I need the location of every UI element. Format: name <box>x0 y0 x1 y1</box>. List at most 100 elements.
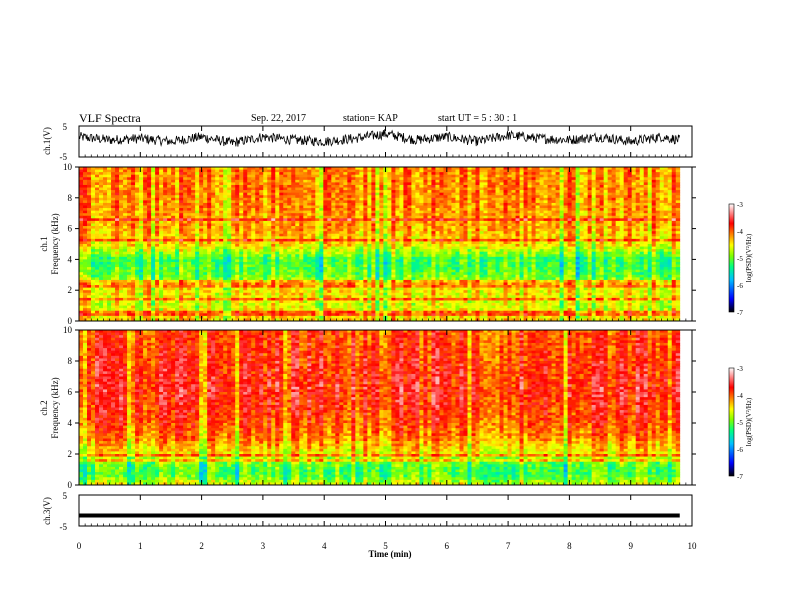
spectrogram-cell <box>471 244 476 247</box>
spectrogram-cell <box>151 223 156 227</box>
spectrogram-cell <box>347 220 352 224</box>
spectrogram-cell <box>191 251 196 255</box>
spectrogram-cell <box>211 244 216 247</box>
spectrogram-cell <box>327 236 332 240</box>
spectrogram-cell <box>643 200 649 204</box>
spectrogram-cell <box>211 249 216 253</box>
spectrogram-cell <box>647 226 653 229</box>
spectrogram-cell <box>571 236 577 240</box>
spectrogram-cell <box>287 172 292 176</box>
spectrogram-cell <box>451 249 456 253</box>
spectrogram-cell <box>91 238 96 242</box>
spectrogram-cell <box>671 226 677 229</box>
spectrogram-cell <box>595 218 601 222</box>
spectrogram-cell <box>591 236 597 240</box>
spectrogram-cell <box>131 236 136 240</box>
spectrogram-cell <box>543 213 548 217</box>
spectrogram-cell <box>291 246 296 250</box>
spectrogram-cell <box>299 167 304 170</box>
spectrogram-cell <box>215 187 220 191</box>
spectrogram-cell <box>239 172 244 176</box>
spectrogram-cell <box>147 238 152 242</box>
spectrogram-cell <box>547 233 552 237</box>
spectrogram-cell <box>475 231 480 235</box>
spectrogram-cell <box>375 172 380 176</box>
spectrogram-cell <box>207 202 212 206</box>
spectrogram-cell <box>647 236 653 240</box>
spectrogram-cell <box>603 228 609 232</box>
spectrogram-cell <box>319 187 324 191</box>
spectrogram-cell <box>227 190 232 194</box>
spectrogram-cell <box>223 215 228 219</box>
spectrogram-cell <box>571 192 577 196</box>
spectrogram-cell <box>299 174 304 178</box>
spectrogram-cell <box>191 236 196 240</box>
spectrogram-cell <box>191 200 196 204</box>
spectrogram-cell <box>95 231 100 235</box>
spectrogram-cell <box>603 236 609 240</box>
spectrogram-cell <box>219 177 224 181</box>
spectrogram-cell <box>183 177 188 181</box>
spectrogram-cell <box>459 238 464 242</box>
spectrogram-cell <box>239 174 244 178</box>
spectrogram-cell <box>167 226 172 229</box>
spectrogram-cell <box>411 205 416 209</box>
spectrogram-cell <box>399 182 404 186</box>
spectrogram-cell <box>383 179 388 183</box>
spectrogram-cell <box>607 195 613 199</box>
spectrogram-cell <box>455 172 460 176</box>
spectrogram-cell <box>171 220 176 224</box>
spectrogram-cell <box>251 184 256 188</box>
spectrogram-cell <box>331 174 336 178</box>
spectrogram-cell <box>223 249 228 253</box>
spectrogram-cell <box>91 228 96 232</box>
spectrogram-cell <box>107 174 112 178</box>
spectrogram-cell <box>179 202 184 206</box>
spectrogram-cell <box>559 249 564 253</box>
spectrogram-cell <box>283 200 288 204</box>
spectrogram-cell <box>527 195 532 199</box>
spectrogram-cell <box>139 238 144 242</box>
spectrogram-cell <box>383 215 388 219</box>
spectrogram-cell <box>667 236 673 240</box>
spectrogram-cell <box>291 223 296 227</box>
spectrogram-cell <box>159 179 164 183</box>
spectrogram-cell <box>475 192 480 196</box>
spectrogram-cell <box>599 215 605 219</box>
spectrogram-cell <box>327 233 332 237</box>
spectrogram-cell <box>155 215 160 219</box>
spectrogram-cell <box>435 210 440 214</box>
spectrogram-cell <box>415 184 420 188</box>
spectrogram-cell <box>431 223 436 227</box>
spectrogram-cell <box>151 184 156 188</box>
spectrogram-cell <box>595 208 601 212</box>
spectrogram-cell <box>359 226 364 229</box>
spectrogram-cell <box>311 226 316 229</box>
spectrogram-cell <box>227 179 232 183</box>
spectrogram-cell <box>603 192 609 196</box>
spectrogram-cell <box>235 228 240 232</box>
spectrogram-cell <box>243 228 248 232</box>
spectrogram-cell <box>599 249 605 253</box>
spectrogram-cell <box>339 210 344 214</box>
spectrogram-cell <box>323 177 328 181</box>
spectrogram-cell <box>407 215 412 219</box>
spectrogram-cell <box>535 174 540 178</box>
spectrogram-cell <box>323 220 328 224</box>
spectrogram-cell <box>107 226 112 229</box>
spectrogram-cell <box>399 228 404 232</box>
spectrogram-cell <box>523 238 528 242</box>
spectrogram-cell <box>327 202 332 206</box>
spectrogram-cell <box>159 208 164 212</box>
spectrogram-cell <box>447 182 452 186</box>
spectrogram-cell <box>523 223 528 227</box>
spectrogram-cell <box>167 210 172 214</box>
spectrogram-cell <box>203 226 208 229</box>
spectrogram-cell <box>383 205 388 209</box>
spectrogram-cell <box>475 228 480 232</box>
spectrogram-cell <box>307 244 312 247</box>
spectrogram-cell <box>263 244 268 247</box>
spectrogram-cell <box>635 228 641 232</box>
spectrogram-cell <box>267 172 272 176</box>
spectrogram-cell <box>543 220 548 224</box>
